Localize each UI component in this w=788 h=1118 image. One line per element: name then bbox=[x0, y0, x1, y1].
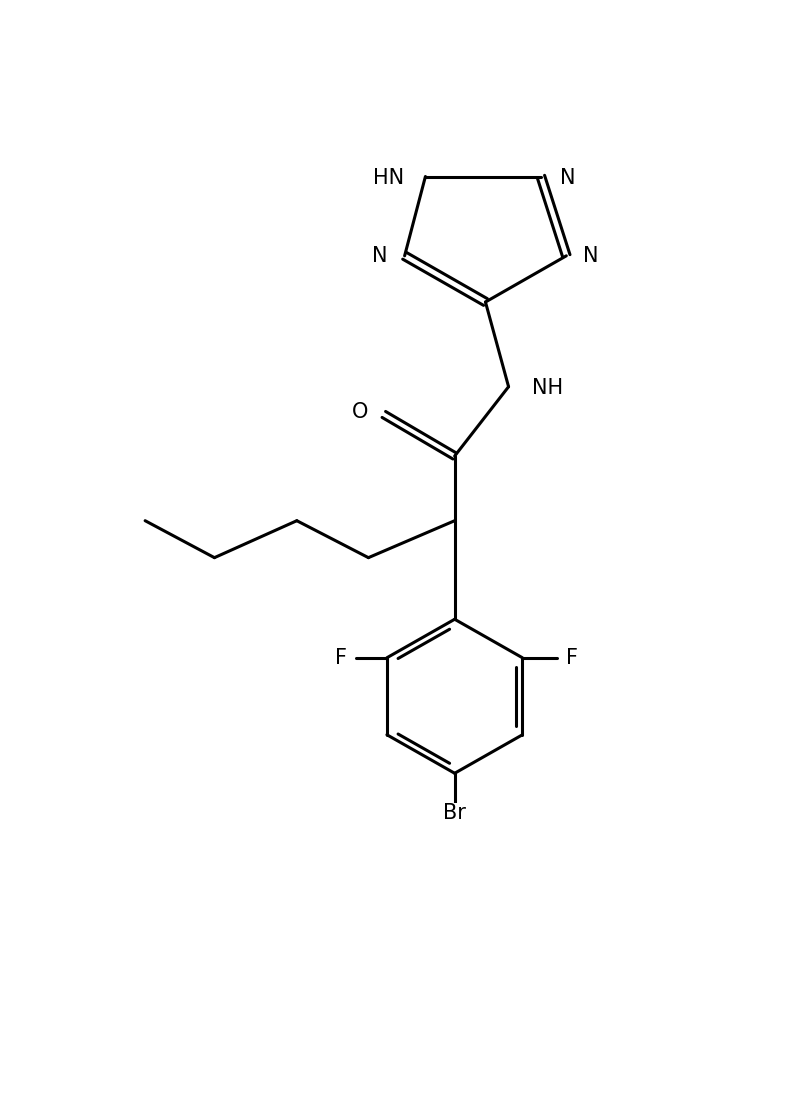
Text: N: N bbox=[372, 246, 388, 266]
Text: Br: Br bbox=[443, 804, 466, 823]
Text: O: O bbox=[352, 402, 369, 423]
Text: F: F bbox=[335, 647, 347, 667]
Text: F: F bbox=[567, 647, 578, 667]
Text: N: N bbox=[583, 246, 599, 266]
Text: HN: HN bbox=[373, 168, 403, 188]
Text: NH: NH bbox=[532, 378, 563, 398]
Text: N: N bbox=[560, 168, 576, 188]
